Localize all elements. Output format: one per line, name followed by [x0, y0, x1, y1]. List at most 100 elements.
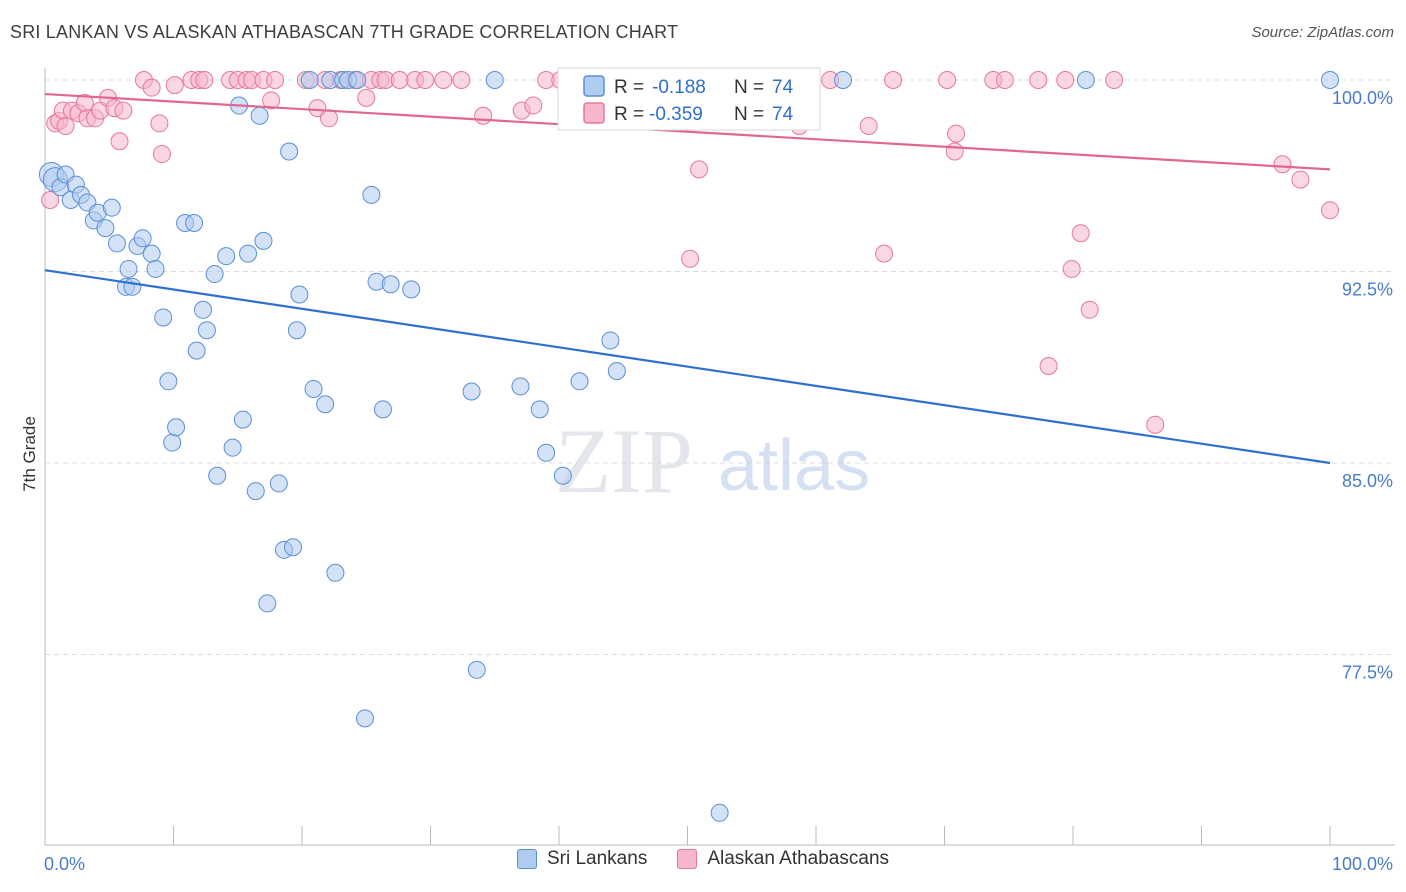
stats-swatch-blue — [583, 75, 605, 97]
point-alaskan-athabascans — [690, 160, 709, 179]
stats-r-value: -0.188 — [652, 77, 706, 98]
point-alaskan-athabascans — [114, 101, 133, 120]
point-alaskan-athabascans — [1039, 356, 1058, 375]
points-alaskan-athabascans — [41, 71, 1339, 434]
point-sri-lankans — [362, 185, 381, 204]
point-sri-lankans — [246, 482, 265, 501]
point-sri-lankans — [601, 331, 620, 350]
point-sri-lankans — [159, 372, 178, 391]
point-alaskan-athabascans — [150, 114, 169, 133]
x-tick-label-max: 100.0% — [1332, 854, 1393, 874]
points-sri-lankans — [38, 71, 1339, 822]
point-sri-lankans — [316, 395, 335, 414]
point-sri-lankans — [348, 71, 367, 89]
point-alaskan-athabascans — [945, 142, 964, 161]
point-sri-lankans — [123, 277, 142, 296]
trend-line-sri-lankans — [44, 269, 1331, 465]
stats-row-sri-lankans: R = -0.188 N = 74 — [583, 75, 794, 98]
legend-item-sri-lankans[interactable]: Sri Lankans — [516, 848, 648, 870]
axes: 0.0% 100.0% — [44, 68, 1395, 874]
point-alaskan-athabascans — [152, 145, 171, 164]
point-sri-lankans — [326, 563, 345, 582]
stats-n-value: 74 — [772, 77, 794, 98]
point-sri-lankans — [304, 379, 323, 398]
trend-lines — [44, 92, 1331, 465]
point-alaskan-athabascans — [1273, 155, 1292, 174]
legend-swatch-pink — [677, 849, 698, 869]
point-alaskan-athabascans — [266, 71, 285, 89]
series-legend: Sri Lankans Alaskan Athabascans — [0, 848, 1406, 870]
point-alaskan-athabascans — [110, 132, 129, 151]
point-sri-lankans — [833, 71, 852, 89]
point-alaskan-athabascans — [681, 249, 700, 268]
point-sri-lankans — [154, 308, 173, 327]
point-sri-lankans — [1076, 71, 1095, 89]
point-sri-lankans — [607, 362, 626, 381]
watermark: ZIP atlas — [555, 410, 870, 512]
point-sri-lankans — [710, 803, 729, 822]
point-alaskan-athabascans — [1146, 415, 1165, 434]
point-sri-lankans — [233, 410, 252, 429]
point-sri-lankans — [530, 400, 549, 419]
stats-n-value: 74 — [772, 104, 794, 125]
point-alaskan-athabascans — [1062, 259, 1081, 278]
point-alaskan-athabascans — [995, 71, 1014, 89]
point-sri-lankans — [167, 418, 186, 437]
point-sri-lankans — [373, 400, 392, 419]
point-sri-lankans — [258, 594, 277, 613]
point-sri-lankans — [96, 219, 115, 238]
point-alaskan-athabascans — [308, 99, 327, 118]
point-alaskan-athabascans — [524, 96, 543, 115]
y-tick-label: 92.5% — [1342, 280, 1393, 300]
point-sri-lankans — [1321, 71, 1339, 89]
point-alaskan-athabascans — [142, 78, 161, 97]
point-sri-lankans — [187, 341, 206, 360]
point-alaskan-athabascans — [1056, 71, 1075, 89]
point-sri-lankans — [537, 443, 556, 462]
y-axis-label: 7th Grade — [20, 416, 39, 492]
point-alaskan-athabascans — [357, 88, 376, 107]
legend-swatch-blue — [516, 849, 537, 869]
point-alaskan-athabascans — [41, 191, 60, 210]
point-alaskan-athabascans — [1105, 71, 1124, 89]
point-alaskan-athabascans — [434, 71, 453, 89]
point-sri-lankans — [570, 372, 589, 391]
point-sri-lankans — [254, 231, 273, 250]
point-alaskan-athabascans — [859, 116, 878, 135]
point-alaskan-athabascans — [195, 71, 214, 89]
legend-label-alaskan-athabascans: Alaskan Athabascans — [707, 848, 890, 869]
stats-n-label: N = — [734, 104, 764, 125]
point-alaskan-athabascans — [884, 71, 903, 89]
stats-legend: R = -0.188 N = 74 R = -0.359 N = 74 — [557, 67, 821, 131]
point-alaskan-athabascans — [1080, 300, 1099, 319]
stats-r-value: -0.359 — [649, 104, 703, 125]
trend-line-alaskan-athabascans — [44, 92, 1331, 171]
point-alaskan-athabascans — [452, 71, 471, 89]
point-alaskan-athabascans — [390, 71, 409, 89]
point-sri-lankans — [402, 280, 421, 299]
point-alaskan-athabascans — [474, 106, 493, 125]
point-sri-lankans — [250, 106, 269, 125]
point-sri-lankans — [208, 466, 227, 485]
point-sri-lankans — [381, 275, 400, 294]
point-alaskan-athabascans — [947, 124, 966, 143]
point-alaskan-athabascans — [1321, 201, 1339, 220]
point-sri-lankans — [102, 198, 121, 217]
watermark-atlas: atlas — [718, 426, 870, 506]
gridlines: 77.5% 85.0% 92.5% 100.0% — [45, 79, 1395, 683]
point-sri-lankans — [163, 433, 182, 452]
point-sri-lankans — [142, 244, 161, 263]
point-sri-lankans — [553, 466, 572, 485]
point-sri-lankans — [467, 660, 486, 679]
point-alaskan-athabascans — [416, 71, 435, 89]
point-sri-lankans — [194, 300, 213, 319]
point-sri-lankans — [217, 247, 236, 266]
y-tick-label: 77.5% — [1342, 663, 1393, 683]
watermark-zip: ZIP — [555, 410, 693, 512]
stats-r-label: R = — [614, 104, 644, 125]
legend-label-sri-lankans: Sri Lankans — [546, 848, 648, 869]
point-alaskan-athabascans — [1071, 224, 1090, 243]
point-sri-lankans — [119, 259, 138, 278]
point-alaskan-athabascans — [165, 76, 184, 95]
legend-item-alaskan-athabascans[interactable]: Alaskan Athabascans — [677, 848, 889, 870]
